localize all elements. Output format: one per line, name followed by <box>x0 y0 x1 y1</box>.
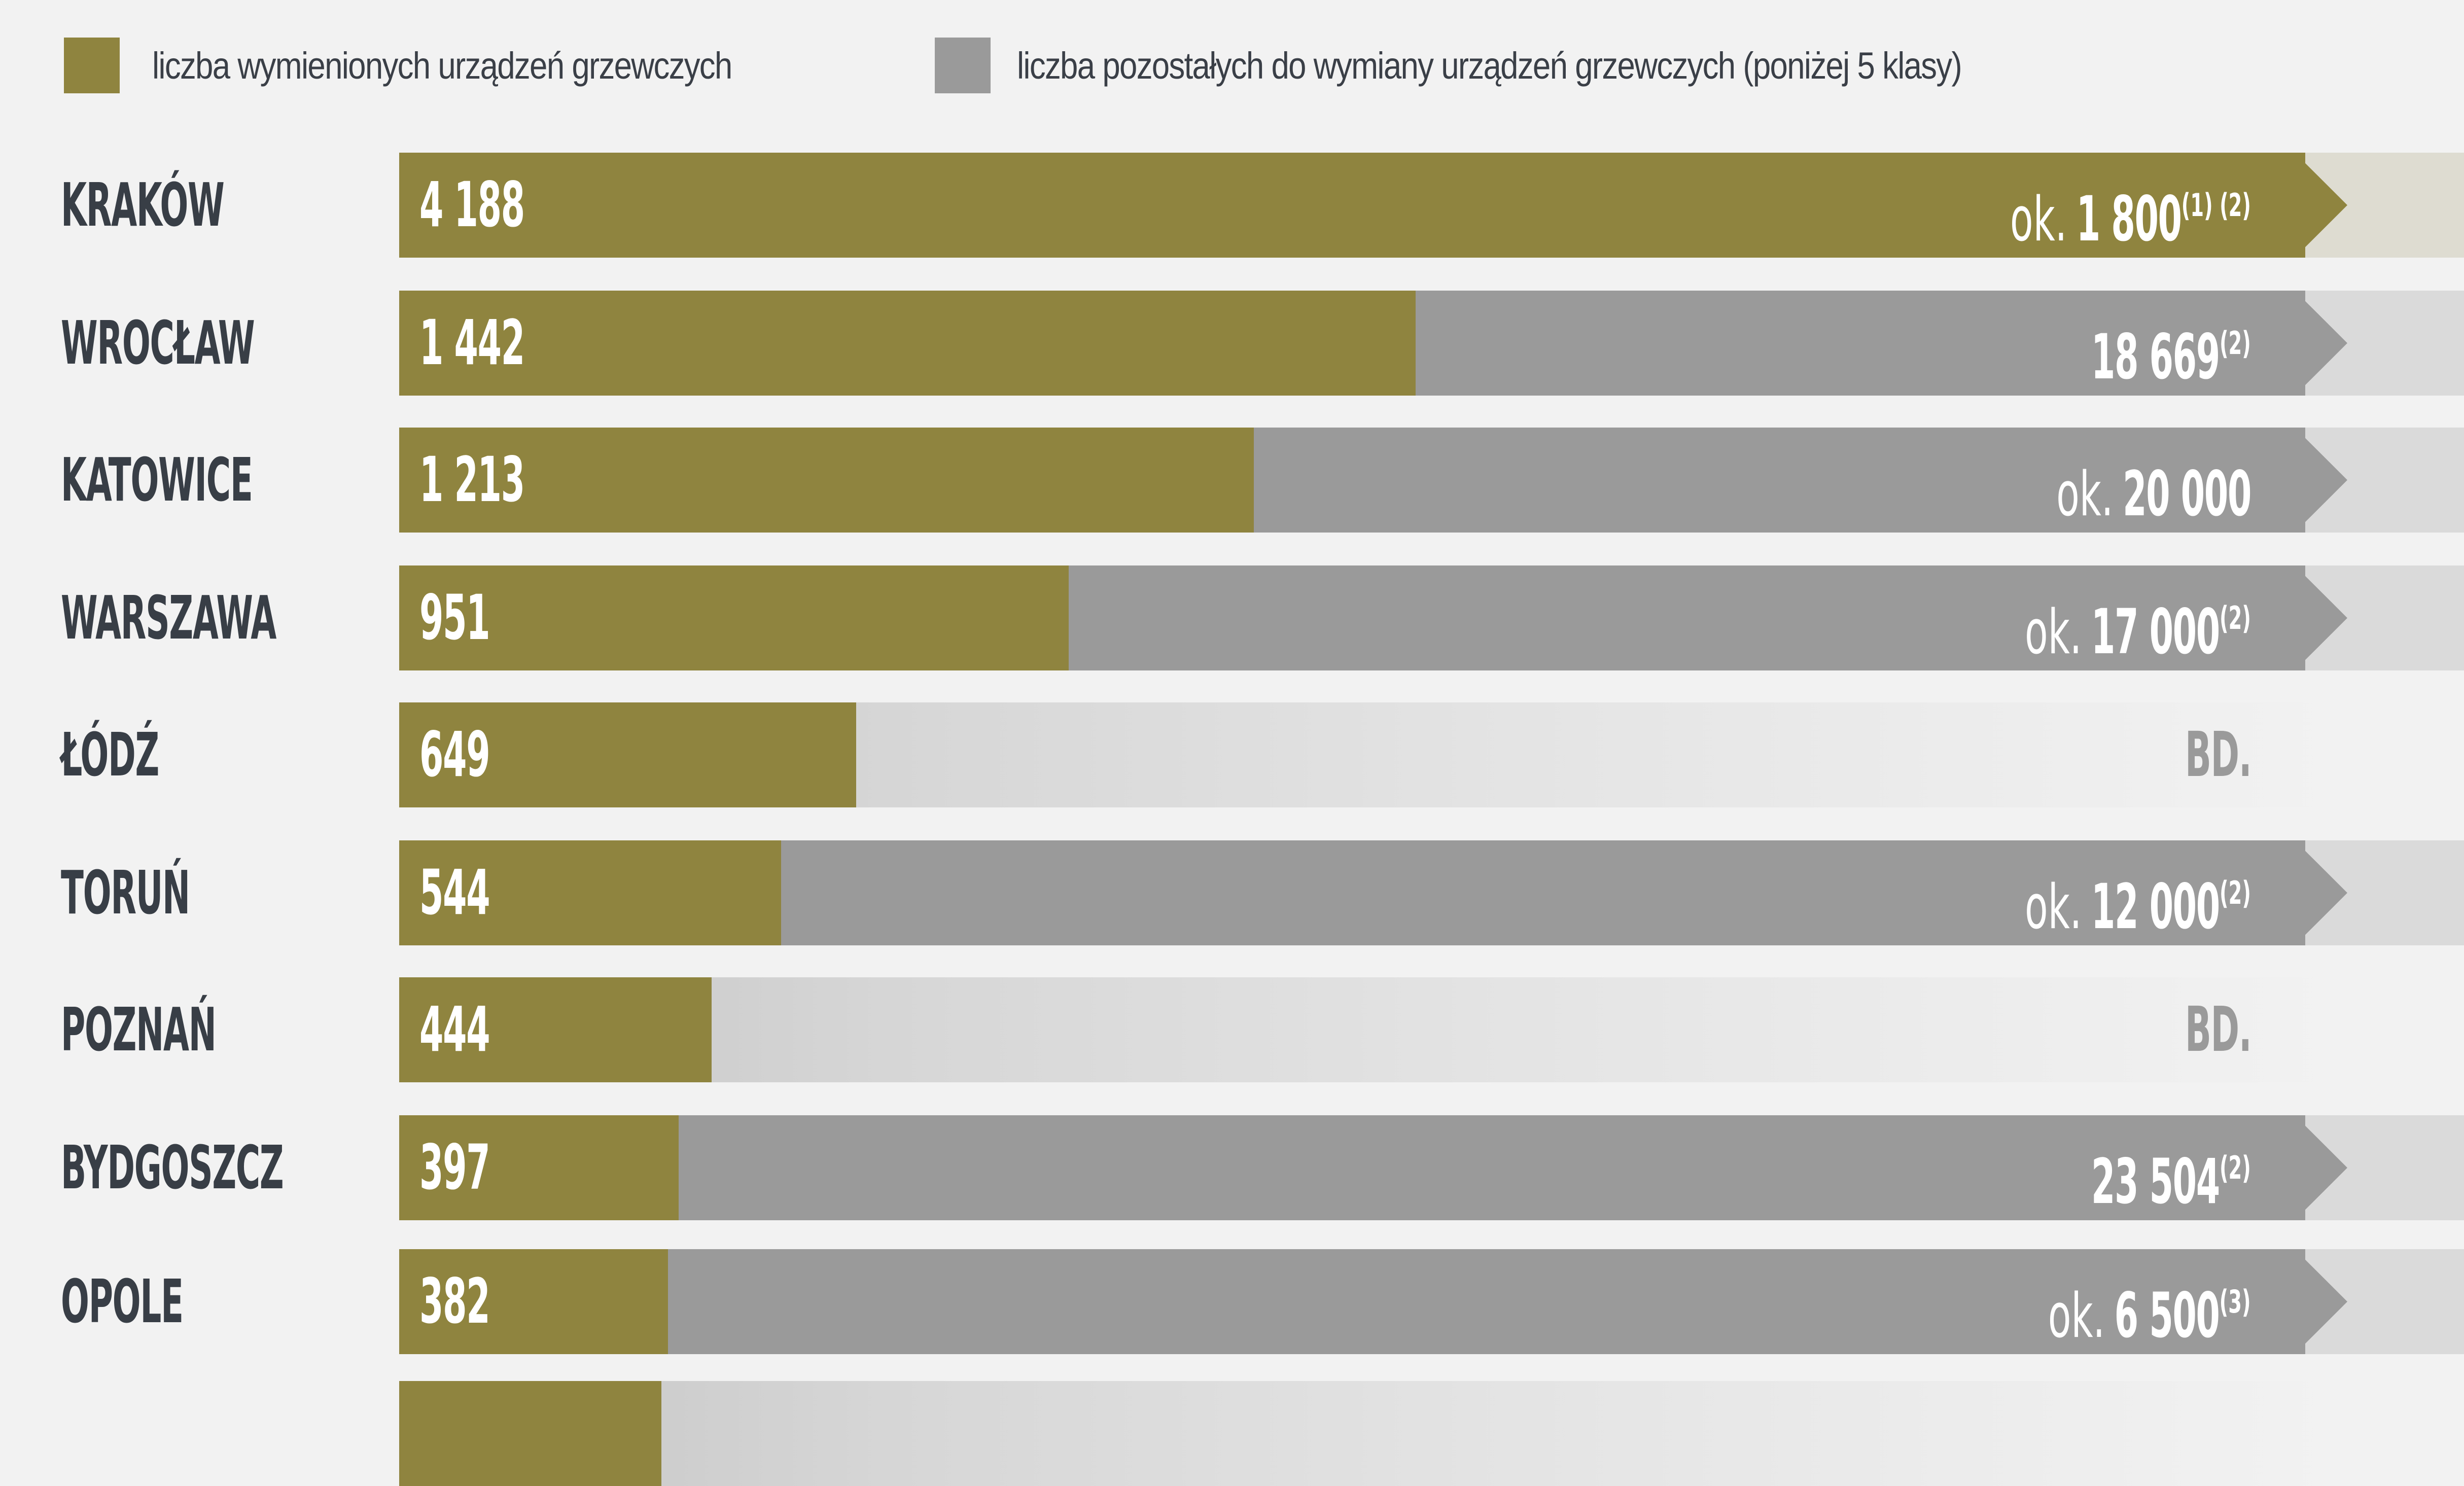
bar: 649 BD. <box>399 702 2464 807</box>
remaining-value-no-data: BD. <box>2185 719 2252 791</box>
replaced-value: 4 188 <box>419 169 525 241</box>
bar-replaced <box>399 702 856 807</box>
city-label: WROCŁAW <box>61 308 255 378</box>
bar-replaced <box>399 291 1416 396</box>
bar-remaining <box>399 1115 2347 1220</box>
bar: 397 23 504(2) <box>399 1115 2464 1220</box>
replaced-value: 382 <box>419 1265 490 1337</box>
remaining-value: 23 504(2) <box>2091 1146 2251 1218</box>
bar-remaining <box>399 1249 2347 1354</box>
chart-row-poznan: POZNAŃ 444 BD. <box>0 977 2464 1082</box>
bar: 382 ok. 6 500(3) <box>399 1249 2464 1354</box>
bar-replaced <box>399 1381 661 1486</box>
bar-replaced <box>399 840 781 945</box>
city-label: KATOWICE <box>61 445 253 515</box>
legend-label-remaining: liczba pozostałych do wymiany urządzeń g… <box>1017 45 1962 87</box>
legend-swatch-remaining <box>935 38 991 93</box>
city-label: POZNAŃ <box>61 995 217 1065</box>
bar: 1 213 ok. 20 000 <box>399 428 2464 533</box>
replaced-value: 1 213 <box>419 444 525 516</box>
replaced-value: 649 <box>419 719 490 791</box>
remaining-value: ok. 6 500(3) <box>2048 1280 2251 1352</box>
replaced-value: 544 <box>419 857 490 929</box>
bar <box>399 1381 2464 1486</box>
replaced-value: 444 <box>419 994 490 1066</box>
city-label: KRAKÓW <box>61 170 225 240</box>
bar: 444 BD. <box>399 977 2464 1082</box>
remaining-value: ok. 12 000(2) <box>2025 871 2251 943</box>
replaced-value: 951 <box>419 582 490 654</box>
chart-row-katowice: KATOWICE 1 213 ok. 20 000 <box>0 428 2464 533</box>
bar: 544 ok. 12 000(2) <box>399 840 2464 945</box>
legend-label-replaced: liczba wymienionych urządzeń grzewczych <box>152 45 732 87</box>
bar-replaced <box>399 565 1069 670</box>
legend-swatch-replaced <box>64 38 120 93</box>
chart-row-bydgoszcz: BYDGOSZCZ 397 23 504(2) <box>0 1115 2464 1220</box>
bar-remaining <box>399 153 2347 258</box>
remaining-value: ok. 1 800(1) (2) <box>2010 183 2251 255</box>
remaining-value-no-data: BD. <box>2185 994 2252 1066</box>
remaining-value: 18 669(2) <box>2091 321 2251 393</box>
city-label: TORUŃ <box>61 858 190 928</box>
remaining-value: ok. 17 000(2) <box>2025 596 2251 668</box>
city-label: WARSZAWA <box>61 583 276 653</box>
replaced-value: 1 442 <box>419 307 525 379</box>
legend: liczba wymienionych urządzeń grzewczych … <box>0 38 2464 93</box>
bar: 1 442 18 669(2) <box>399 291 2464 396</box>
chart-row-wroclaw: WROCŁAW 1 442 18 669(2) <box>0 291 2464 396</box>
bar-replaced <box>399 977 712 1082</box>
bar-remaining-no-data <box>399 1381 2347 1486</box>
remaining-value: ok. 20 000 <box>2056 458 2251 530</box>
chart-row-partial <box>0 1381 2464 1486</box>
chart-row-krakow: KRAKÓW 4 188 ok. 1 800(1) (2) <box>0 153 2464 258</box>
bar: 951 ok. 17 000(2) <box>399 565 2464 670</box>
city-label: BYDGOSZCZ <box>61 1133 284 1202</box>
bar-replaced <box>399 1249 668 1354</box>
chart-row-lodz: ŁÓDŹ 649 BD. <box>0 702 2464 807</box>
chart-row-opole: OPOLE 382 ok. 6 500(3) <box>0 1249 2464 1354</box>
bar-replaced <box>399 428 1254 533</box>
bar: 4 188 ok. 1 800(1) (2) <box>399 153 2464 258</box>
bar-replaced <box>399 1115 679 1220</box>
bar-remaining-no-data <box>399 977 2347 1082</box>
city-label: ŁÓDŹ <box>61 720 159 790</box>
city-label: OPOLE <box>61 1266 184 1336</box>
replaced-value: 397 <box>419 1131 490 1204</box>
chart-row-torun: TORUŃ 544 ok. 12 000(2) <box>0 840 2464 945</box>
chart-row-warszawa: WARSZAWA 951 ok. 17 000(2) <box>0 565 2464 670</box>
